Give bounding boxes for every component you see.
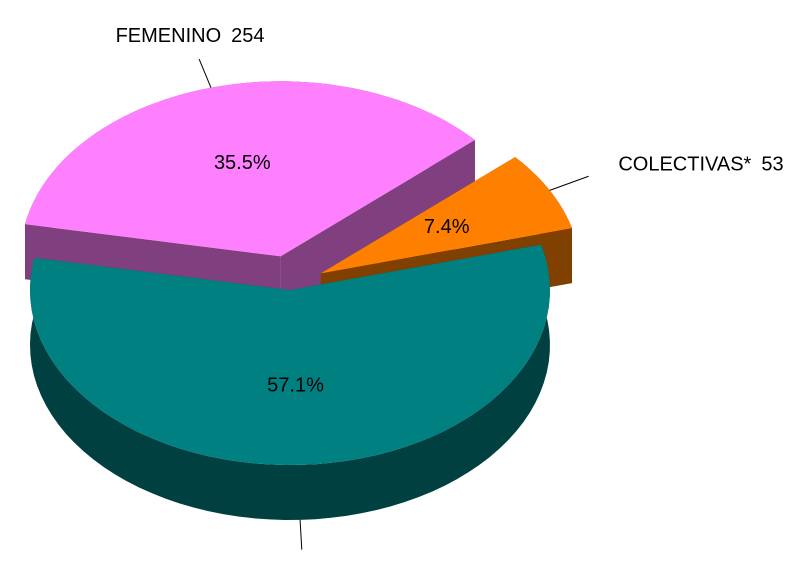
value-label: 57.1% bbox=[267, 374, 324, 396]
slice bbox=[25, 81, 475, 257]
leader-line bbox=[198, 58, 212, 88]
count-label: 53 bbox=[761, 154, 783, 176]
category-label: COLECTIVAS* bbox=[618, 154, 751, 176]
leader-line bbox=[549, 175, 589, 191]
value-label: 7.4% bbox=[424, 216, 470, 238]
slice-label: FEMENINO 254 bbox=[116, 25, 265, 47]
count-label: 254 bbox=[231, 25, 264, 47]
leader-line bbox=[299, 519, 303, 550]
slice bbox=[30, 244, 550, 465]
slice-side bbox=[30, 244, 550, 520]
category-label: FEMENINO bbox=[116, 25, 222, 47]
slice bbox=[320, 157, 572, 274]
slice-label: COLECTIVAS* 53 bbox=[618, 154, 783, 176]
value-label: 35.5% bbox=[214, 152, 271, 174]
